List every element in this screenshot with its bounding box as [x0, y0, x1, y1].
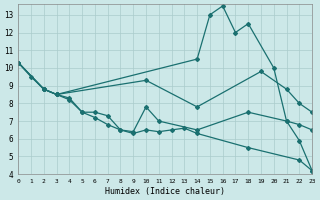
X-axis label: Humidex (Indice chaleur): Humidex (Indice chaleur) — [105, 187, 225, 196]
